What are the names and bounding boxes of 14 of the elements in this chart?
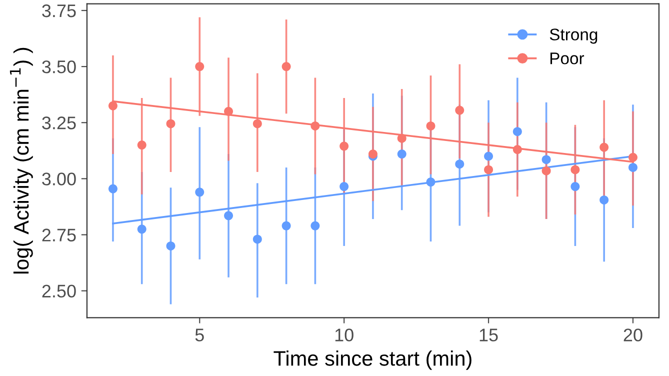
y-tick-label: 3.75 <box>42 4 76 18</box>
x-tick-label: 10 <box>335 328 354 342</box>
y-tick-label: 2.50 <box>42 284 76 298</box>
y-tick-label: 3.50 <box>42 60 76 74</box>
y-tick-label: 3.00 <box>42 172 76 186</box>
y-axis-title: log( Activity (cm min$^{−1}$) ) <box>10 48 33 274</box>
y-tick-label: 3.25 <box>42 116 76 130</box>
y-tick-label: 2.75 <box>42 228 76 242</box>
x-axis-title: Time since start (min) <box>274 350 472 370</box>
legend-label: Poor <box>550 52 584 64</box>
x-tick-label: 15 <box>480 328 498 342</box>
x-tick-label: 5 <box>195 328 204 342</box>
x-tick-label: 20 <box>624 328 642 342</box>
legend-label: Strong <box>550 28 598 44</box>
